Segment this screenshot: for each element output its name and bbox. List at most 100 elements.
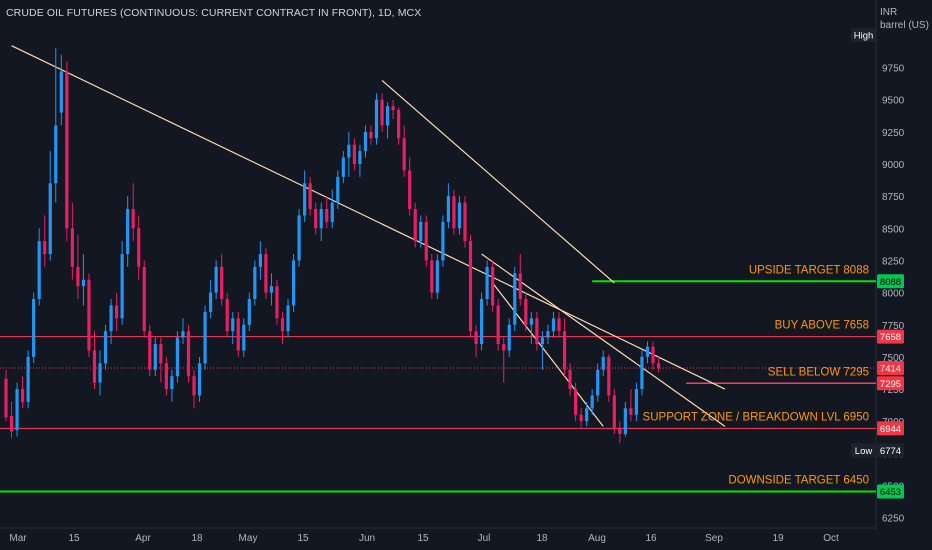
candle-body [336,176,340,203]
trend-line [492,282,604,427]
trend-line [481,253,726,427]
candle-body [115,305,119,319]
candle-body [618,427,622,435]
candle-body [347,144,351,158]
annotation-buy-above: BUY ABOVE 7658 [775,320,869,332]
x-tick-label: 16 [645,533,657,544]
price-label-box [877,443,904,458]
x-tick-label: 19 [772,533,784,544]
unit-label: barrel (US) [880,20,929,31]
candle-body [264,254,268,293]
candle-body [352,144,356,164]
candle-body [529,318,533,325]
x-tick-label: 15 [68,533,80,544]
candle-body [452,196,456,229]
candle-body [535,318,539,345]
y-tick-label: 7500 [882,353,905,364]
candle-body [92,350,97,383]
candle-body [37,241,41,300]
price-label-text: 6453 [880,487,901,498]
price-label-text: 7658 [880,332,901,343]
y-tick-label: 8500 [882,224,905,235]
y-tick-label: 8750 [882,192,905,203]
x-tick-label: Aug [588,533,606,544]
candle-body [358,151,362,164]
candle-body [413,209,417,242]
candle-body [103,331,108,364]
price-label-box [877,360,904,375]
candle-body [126,209,130,255]
candle-body [192,376,196,396]
x-tick-label: Sep [705,533,723,544]
candle-body [546,331,550,338]
candle-body [153,344,157,370]
candle-body [258,254,262,267]
price-label-text: High [854,31,874,42]
y-tick-label: 8000 [882,289,905,300]
candle-body [253,266,257,300]
candle-body [225,299,229,332]
chart-title: CRUDE OIL FUTURES (CONTINUOUS: CURRENT C… [6,7,422,19]
candle-body [601,356,605,370]
candle-body [170,376,174,390]
candle-body [54,125,58,184]
candle-body [435,260,439,293]
y-tick-label: 9000 [882,160,905,171]
candle-body [568,369,572,390]
candle-body [43,241,47,255]
candle-body [231,318,235,332]
candle-body [59,71,63,113]
candle-body [640,356,644,390]
candle-body [203,311,207,364]
candle-body [585,408,589,422]
candle-body [81,279,86,287]
price-label-text: 6774 [880,446,901,457]
x-tick-label: Jun [359,533,375,544]
x-tick-label: 15 [297,533,309,544]
candle-body [397,109,401,139]
annotation-upside-target: UPSIDE TARGET 8088 [749,264,869,276]
price-label-box [851,28,876,42]
candle-body [562,331,567,370]
trend-line [11,45,726,390]
price-label-box [877,484,904,499]
candle-body [325,209,329,222]
x-tick-label: 18 [536,533,548,544]
price-label-box [877,274,904,289]
y-tick-label: 9250 [882,128,905,139]
candle-body [551,318,556,332]
candle-body [557,318,561,332]
candle-body [607,356,611,396]
candle-body [275,286,279,319]
candle-body [269,286,274,293]
candle-body [634,389,639,415]
candle-body [502,344,506,351]
candle-body [142,266,146,332]
candle-body [330,202,334,222]
candle-body [70,228,74,267]
price-label-box [851,443,876,458]
candle-body [590,395,594,409]
candle-body [424,221,428,261]
candle-body [540,337,545,345]
candle-body [280,318,285,332]
candle-body [513,273,517,325]
candle-body [220,266,224,300]
candle-body [656,363,661,368]
candle-body [463,202,467,242]
annotation-support-zone: SUPPORT ZONE / BREAKDOWN LVL 6950 [643,411,869,423]
x-tick-label: 18 [191,533,203,544]
candle-body [186,331,191,377]
candle-body [518,273,522,300]
candle-body [524,299,528,325]
x-tick-label: Oct [823,533,839,544]
candle-body [4,378,8,418]
candle-body [479,299,484,345]
candle-body [468,241,473,332]
currency-unit: INR barrel (US) [880,6,929,32]
candle-body [374,99,379,139]
price-label-text: Low [855,446,873,457]
price-label-box [877,329,904,344]
candle-body [247,299,251,325]
